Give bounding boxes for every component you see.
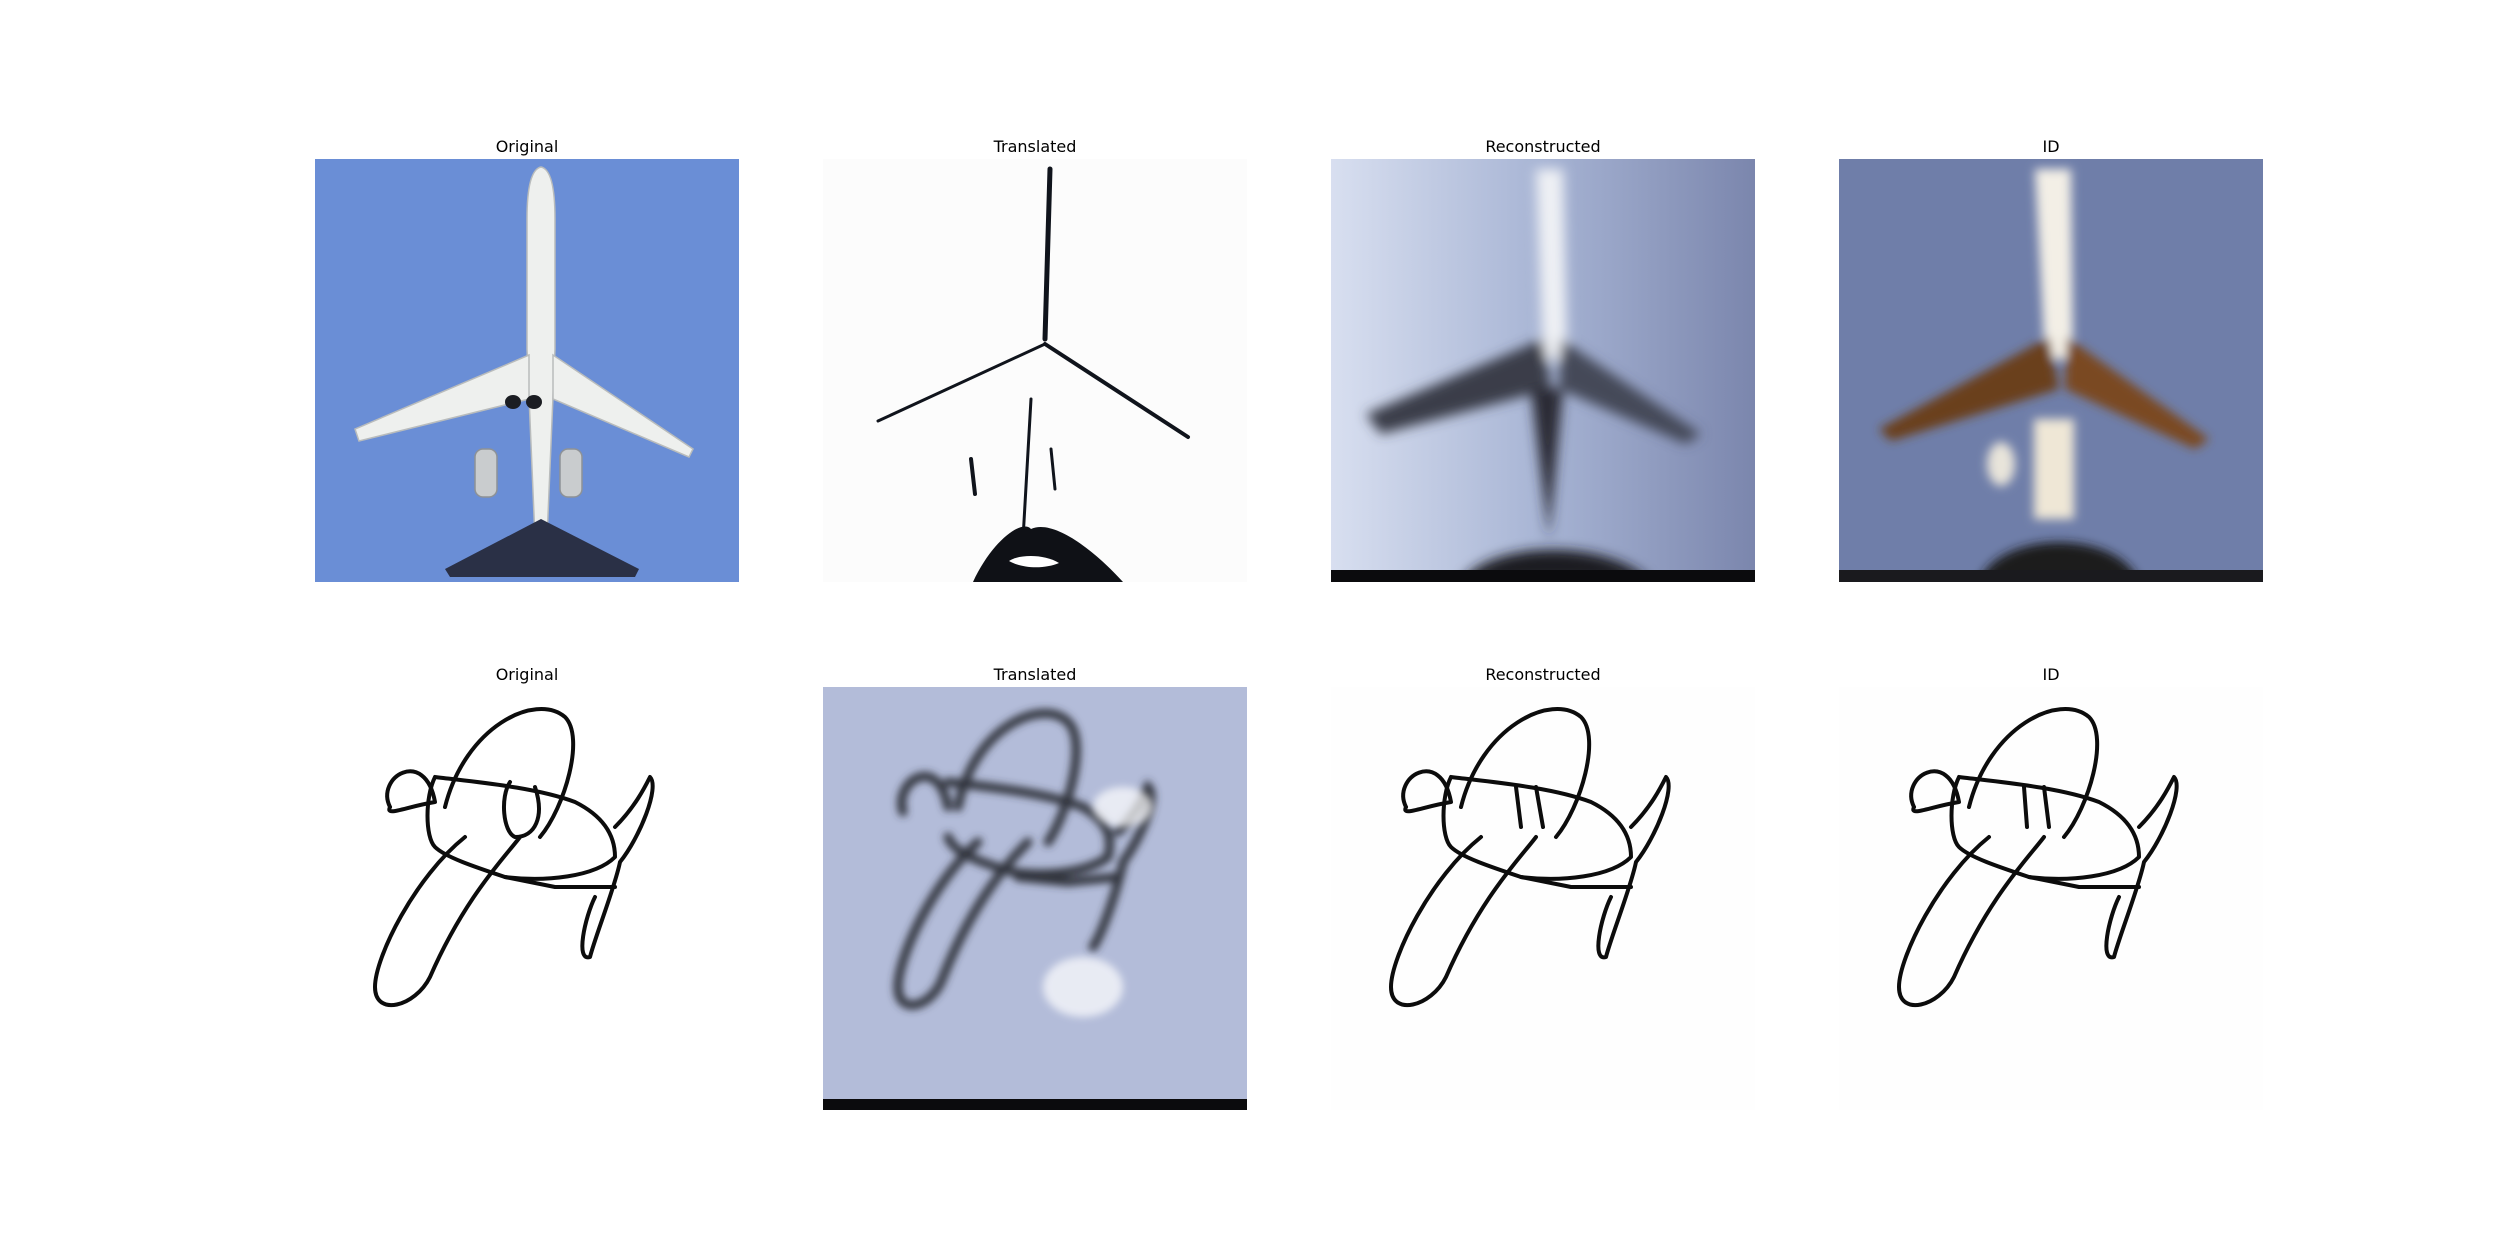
airliner-identity-image	[1839, 159, 2263, 582]
propeller-plane-identity	[1839, 687, 2263, 1110]
propeller-plane-photo-translation	[823, 687, 1247, 1110]
panel-title: Original	[495, 137, 559, 156]
propeller-plane-photo-translation-image	[823, 687, 1247, 1110]
airliner-reconstruction-image	[1331, 159, 1755, 582]
panel-title: ID	[2042, 665, 2060, 684]
panel-title: Reconstructed	[1485, 665, 1601, 684]
panel-title: Reconstructed	[1485, 137, 1601, 156]
propeller-plane-reconstruction	[1331, 687, 1755, 1110]
airliner-photo-image	[315, 159, 739, 582]
propeller-plane-identity-image	[1839, 687, 2263, 1110]
propeller-plane-reconstruction-image	[1331, 687, 1755, 1110]
airliner-identity	[1839, 159, 2263, 582]
airliner-sketch-translation	[823, 159, 1247, 582]
panel-title: ID	[2042, 137, 2060, 156]
airliner-reconstruction	[1331, 159, 1755, 582]
panel-title: Original	[495, 665, 559, 684]
airliner-photo	[315, 159, 739, 582]
panel-title: Translated	[993, 137, 1077, 156]
propeller-plane-sketch-image	[315, 687, 739, 1110]
propeller-plane-sketch	[315, 687, 739, 1110]
airliner-sketch-translation-image	[823, 159, 1247, 582]
panel-title: Translated	[993, 665, 1077, 684]
